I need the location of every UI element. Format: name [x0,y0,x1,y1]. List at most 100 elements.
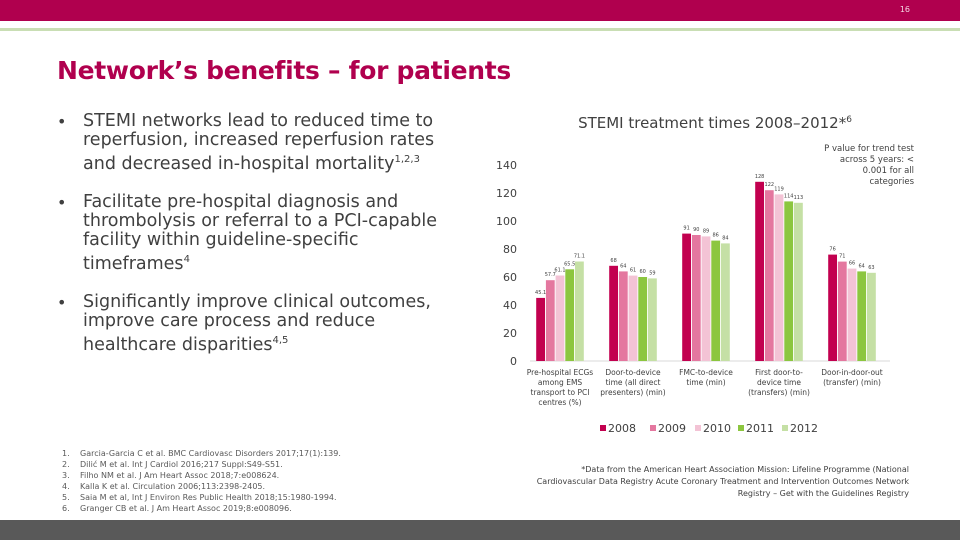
reference-number: 6. [62,504,70,513]
bullet-list: STEMI networks lead to reduced time to r… [57,112,457,373]
bar [555,275,565,361]
category-label: Door-in-door-out (transfer) (min) [821,368,883,387]
reference-text: Dilić M et al. Int J Cardiol 2016;217 Su… [80,460,283,469]
category-label-line: FMC-to-device [679,368,733,377]
category-label-line: among EMS [538,378,583,387]
y-tick-label: 120 [496,187,517,200]
data-label: 89 [703,228,709,234]
bar [867,272,876,361]
data-label: 59 [649,270,655,276]
data-label: 68 [610,258,616,264]
annotation-line: P value for trend test [824,144,914,154]
category-label-line: time (min) [686,378,725,387]
y-tick-label: 20 [503,327,517,340]
legend-label: 2010 [703,422,731,435]
data-label: 71.1 [574,254,585,260]
bullet-citation: 4 [183,253,190,265]
reference-text: Filho NM et al. J Am Heart Assoc 2018;7:… [80,471,280,480]
bar [638,277,648,361]
data-label: 128 [755,174,765,180]
bar [711,240,721,361]
reference-item: 5. Saia M et al, Int J Environ Res Public… [62,492,341,503]
legend-swatch [695,425,701,431]
plot-area: 0 20 40 60 80 100 120 140 45.1 68 91 128 76 57.7 64 90 1… [496,159,890,407]
bar [618,271,628,361]
bar [794,202,803,361]
data-label: 65.5 [564,261,575,267]
reference-number: 1. [62,449,70,458]
chart-title: STEMI treatment times 2008–2012*6 [578,114,852,132]
data-label: 71 [839,254,845,260]
reference-number: 5. [62,493,70,502]
data-label: 91 [683,226,689,232]
y-tick-label: 80 [503,243,517,256]
category-label-line: Door-in-door-out [821,368,883,377]
data-label: 45.1 [535,290,546,296]
chart-legend: 2008 2009 2010 2011 2012 [600,422,818,435]
bullet-item: Facilitate pre-hospital diagnosis and th… [57,191,457,274]
bar [609,265,618,361]
data-label: 66 [849,261,855,267]
bullet-citation: 4,5 [272,334,289,346]
data-label: 90 [693,227,699,233]
data-label: 86 [713,233,719,239]
category-label-line: Door-to-device [605,368,661,377]
category-label-line: device time [757,378,801,387]
bar [847,268,857,361]
bar [565,269,575,361]
category-label-line: (transfers) (min) [748,388,810,397]
reference-number: 2. [62,460,70,469]
bar [691,235,701,361]
bullet-item: STEMI networks lead to reduced time to r… [57,112,457,174]
annotation-line: across 5 years: < [840,155,914,165]
reference-item: 6. Granger CB et al. J Am Heart Assoc 201… [62,503,341,514]
top-banner: 16 [0,0,960,21]
trend-annotation-text: P value for trend test across 5 years: <0… [824,144,914,187]
data-label: 57.7 [545,272,556,278]
data-label: 64 [620,263,626,269]
stemi-times-chart: STEMI treatment times 2008–2012*6 P valu… [496,114,915,435]
legend-swatch [650,425,656,431]
legend-swatch [600,425,606,431]
bullet-text: Facilitate pre-hospital diagnosis and th… [83,191,437,274]
reference-text: Garcia-Garcia C et al. BMC Cardiovasc Di… [80,449,341,458]
legend-label: 2008 [608,422,636,435]
reference-number: 3. [62,471,70,480]
y-tick-label: 140 [496,159,517,172]
bar [701,236,711,361]
bullet-citation: 1,2,3 [394,154,420,165]
accent-divider [0,28,960,31]
page-number: 16 [899,5,910,14]
data-label: 61.1 [554,268,565,274]
bullet-text: Significantly improve clinical outcomes,… [83,291,431,355]
legend-swatch [738,425,744,431]
slide-title: Network’s benefits – for patients [57,56,511,85]
y-tick-label: 60 [503,271,517,284]
legend-swatch [782,425,788,431]
data-label: 76 [829,247,835,253]
category-label-line: (transfer) (min) [823,378,881,387]
bar [764,190,774,361]
bar [784,201,794,361]
bar [857,271,867,361]
bar [721,243,730,361]
data-label: 84 [722,235,728,241]
bar [774,194,784,361]
category-label: FMC-to-device time (min) [679,368,733,387]
data-label: 119 [774,186,784,192]
category-label: First door-to-device time (transfers) (mi… [748,368,810,397]
category-label-line: Pre-hospital ECGs [527,368,594,377]
category-label: Door-to-device time (all direct presenters… [600,368,665,397]
data-label: 114 [784,193,794,199]
chart-title-text: STEMI treatment times 2008–2012* [578,114,847,132]
bar [755,181,764,361]
bar [648,278,657,361]
bar [628,275,638,361]
data-label: 122 [765,182,775,188]
bar [536,297,545,361]
reference-item: 2. Dilić M et al. Int J Cardiol 2016;217 … [62,459,341,470]
category-label-line: presenters) (min) [600,388,665,397]
bullet-item: Significantly improve clinical outcomes,… [57,291,457,355]
reference-list: 1. Garcia-Garcia C et al. BMC Cardiovasc … [62,448,341,514]
reference-number: 4. [62,482,70,491]
